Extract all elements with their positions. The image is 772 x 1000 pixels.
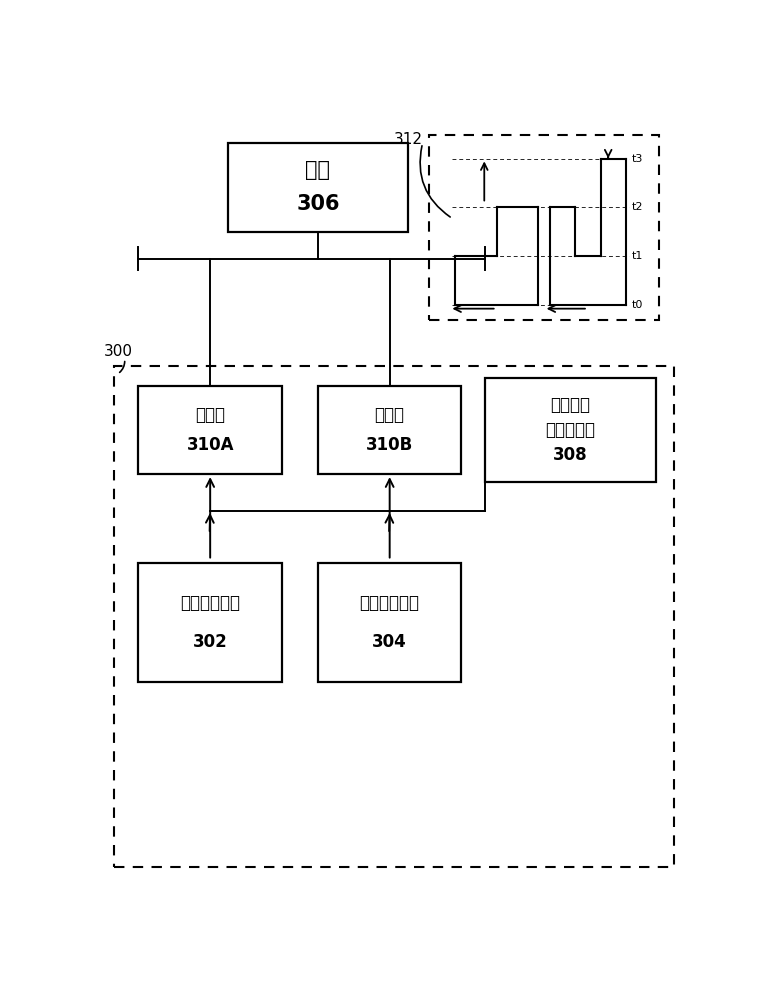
Text: 300: 300 [103,344,133,359]
Text: 312: 312 [394,132,422,147]
Bar [486,378,656,482]
Bar [114,366,674,867]
Bar [428,135,659,320]
Text: 燃料电池组件: 燃料电池组件 [180,594,240,612]
Text: t3: t3 [631,153,643,163]
Bar [138,386,282,474]
Text: 燃料电池组件: 燃料电池组件 [360,594,420,612]
Text: 308: 308 [554,446,588,464]
Text: 306: 306 [296,194,340,214]
Bar [318,563,462,682]
Text: 302: 302 [193,633,228,651]
Bar [138,563,282,682]
Text: 放电控制器: 放电控制器 [546,421,596,439]
Text: 负载: 负载 [306,160,330,180]
Text: 转换器: 转换器 [195,406,225,424]
Text: 310B: 310B [366,436,413,454]
Bar [229,143,408,232]
Text: 燃料电池: 燃料电池 [550,396,591,414]
Text: 转换器: 转换器 [374,406,405,424]
Text: 304: 304 [372,633,407,651]
Text: 310A: 310A [186,436,234,454]
Bar [318,386,462,474]
Text: t1: t1 [631,251,643,261]
Text: t0: t0 [631,300,643,310]
Text: t2: t2 [631,202,643,212]
